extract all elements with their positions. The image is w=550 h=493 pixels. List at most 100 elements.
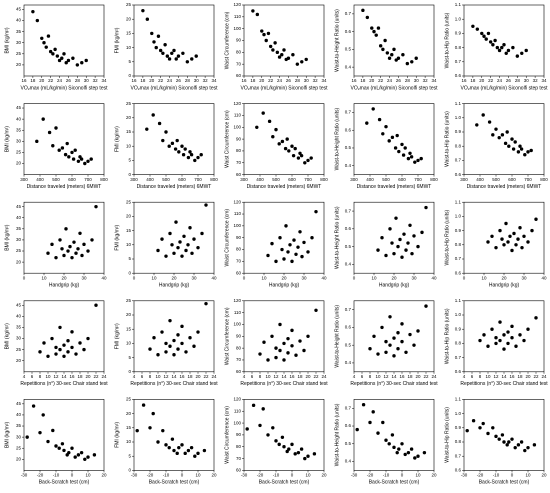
x-tick-label: 24 <box>211 374 217 379</box>
point <box>260 29 264 33</box>
point <box>158 48 163 53</box>
point <box>175 138 179 143</box>
x-tick-label: 20 <box>391 275 397 280</box>
plot-frame <box>463 201 545 274</box>
point <box>92 453 97 457</box>
point <box>251 9 255 13</box>
point <box>66 58 71 63</box>
y-tick-label: 25 <box>126 397 132 402</box>
plot-frame <box>463 103 545 175</box>
y-tick-label: 70 <box>236 259 242 264</box>
point <box>202 448 207 453</box>
point <box>67 450 71 455</box>
point <box>251 403 256 408</box>
x-tick-label: 6 <box>471 374 474 379</box>
y-tick-label: 40 <box>16 314 22 319</box>
x-tick-label: 10 <box>371 275 377 280</box>
y-axis-label: Waist-to-Height Ratio (units) <box>334 107 340 170</box>
y-tick-label: 1.0 <box>455 411 462 416</box>
x-tick-label: 8 <box>259 374 262 379</box>
x-tick-label: 22 <box>488 78 494 83</box>
point <box>172 48 176 53</box>
x-tick-label: 24 <box>57 78 63 83</box>
x-axis-label: VO₂max (mL/kg/min) Siconolfi step test <box>21 85 109 91</box>
x-tick-label: 26 <box>506 78 512 83</box>
x-tick-label: 700 <box>524 177 532 182</box>
point <box>157 121 162 126</box>
point <box>510 248 514 253</box>
x-tick-label: 6 <box>141 374 144 379</box>
point <box>286 351 290 355</box>
point <box>296 245 300 249</box>
point <box>416 329 420 333</box>
x-tick-label: 6 <box>251 374 254 379</box>
point <box>66 249 70 253</box>
point <box>154 45 158 50</box>
point <box>86 159 90 163</box>
x-tick-label: 40 <box>321 275 327 280</box>
point <box>291 153 296 158</box>
x-tick-label: 4 <box>23 374 26 379</box>
plot-frame <box>243 103 325 175</box>
point <box>181 153 186 157</box>
point <box>266 253 270 258</box>
point <box>378 44 383 48</box>
x-tick-label: 30 <box>414 78 420 83</box>
point <box>376 431 380 435</box>
point <box>178 240 182 244</box>
y-tick-label: 0.6 <box>455 270 462 275</box>
point <box>368 347 372 351</box>
y-tick-label: 25 <box>126 298 132 303</box>
point <box>475 123 479 127</box>
point <box>493 38 497 43</box>
x-axis-label: Back-Scratch test (cm) <box>149 480 200 486</box>
point <box>280 247 284 252</box>
point <box>422 450 427 455</box>
y-tick-label: 0.8 <box>455 242 462 247</box>
x-tick-label: 32 <box>423 78 429 83</box>
x-tick-label: 18 <box>250 78 256 83</box>
x-axis-label: Handgrip (kg) <box>489 283 520 289</box>
x-tick-label: 0 <box>401 473 404 478</box>
y-tick-label: 0.6 <box>345 325 352 330</box>
x-axis-label: Distance traveled (meters) 6MWT <box>357 184 432 190</box>
y-tick-label: 90 <box>236 136 242 141</box>
point <box>522 338 526 343</box>
point <box>294 252 298 256</box>
y-tick-label: 120 <box>233 2 241 7</box>
x-tick-label: 8 <box>479 374 482 379</box>
point <box>70 150 74 155</box>
y-tick-label: 15 <box>126 326 132 331</box>
y-tick-label: 0.9 <box>455 129 462 134</box>
point <box>500 45 504 50</box>
x-tick-label: 34 <box>101 78 107 83</box>
point <box>48 49 53 54</box>
point <box>516 150 521 154</box>
y-tick-label: 25 <box>126 101 132 106</box>
point <box>384 350 388 354</box>
plot-frame <box>243 4 325 77</box>
point <box>497 135 501 140</box>
point <box>392 445 396 450</box>
point <box>176 333 180 337</box>
y-axis-label: Waist-to-Hip Ratio (units) <box>444 210 450 266</box>
y-tick-label: 100 <box>233 322 241 327</box>
point <box>502 347 506 351</box>
point <box>267 119 272 124</box>
y-tick-label: 25 <box>16 445 22 450</box>
point <box>60 56 64 60</box>
point <box>274 346 278 350</box>
point <box>200 231 204 236</box>
x-tick-label: -10 <box>383 473 390 478</box>
x-tick-label: 32 <box>93 78 99 83</box>
y-tick-label: 90 <box>236 235 242 240</box>
x-tick-label: 700 <box>304 177 312 182</box>
x-tick-label: 14 <box>391 374 397 379</box>
y-tick-label: 0.8 <box>455 45 462 50</box>
point <box>505 130 509 134</box>
point <box>62 448 66 453</box>
plot-frame <box>133 399 215 471</box>
x-tick-label: 26 <box>176 78 182 83</box>
point <box>507 144 511 148</box>
point <box>368 420 372 425</box>
